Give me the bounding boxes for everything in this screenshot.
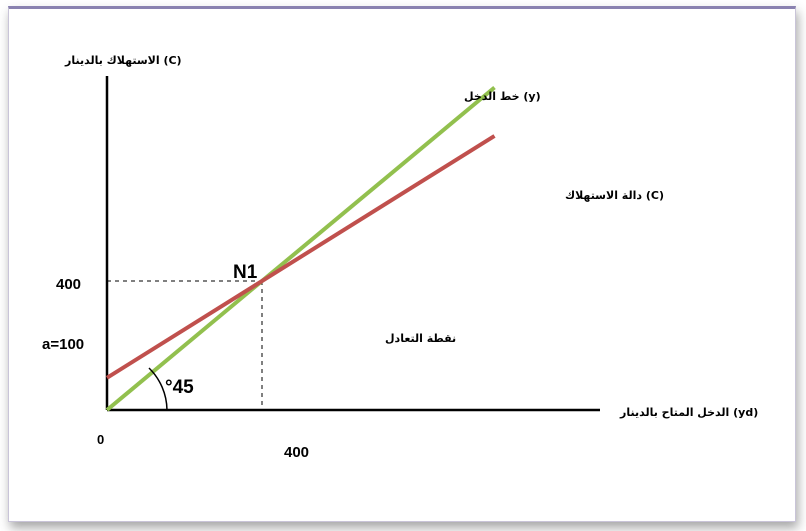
equilibrium-label: N1: [233, 262, 258, 283]
x-axis-label: الدخل المتاح بالدينار (yd): [619, 406, 758, 419]
chart-panel: [8, 6, 796, 522]
consumption-line-label: دالة الاستهلاك (C): [565, 189, 664, 202]
income-line: [105, 85, 496, 412]
x-tick-400: 400: [284, 444, 309, 461]
origin-label: 0: [97, 432, 104, 447]
equilibrium-text: نقطة التعادل: [385, 332, 456, 345]
angle-arc: [148, 367, 168, 411]
intercept-label: a=100: [42, 336, 84, 353]
income-line-label: خط الدخل (y): [464, 90, 541, 103]
angle-label: °45: [165, 377, 194, 398]
y-tick-400: 400: [56, 276, 81, 293]
consumption-line: [105, 134, 496, 380]
y-axis-label: الاستهلاك بالدينار (C): [64, 54, 182, 67]
